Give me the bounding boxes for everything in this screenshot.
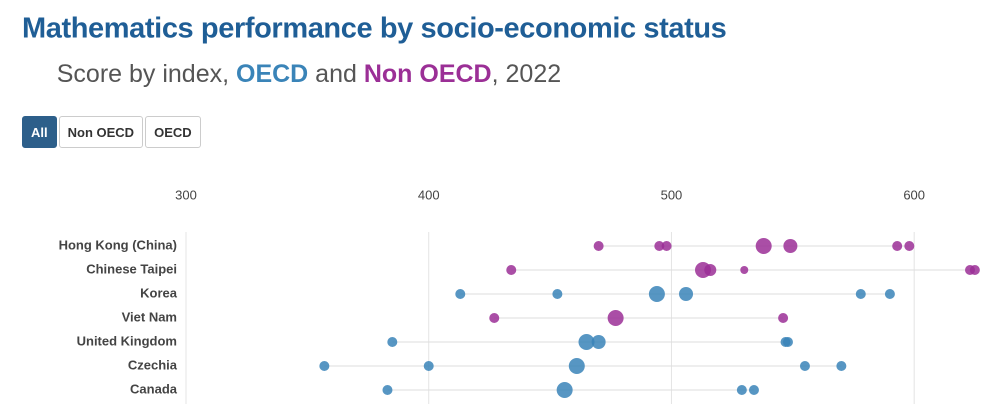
filter-button[interactable]: OECD <box>145 116 201 148</box>
dot <box>568 358 585 374</box>
dot <box>855 289 866 299</box>
filter-button[interactable]: Non OECD <box>58 116 144 148</box>
dot <box>593 241 604 251</box>
dot <box>740 266 749 274</box>
subtitle-text: and <box>308 60 364 88</box>
row-label: Korea <box>140 285 178 300</box>
dot <box>884 289 895 299</box>
dot <box>455 289 466 299</box>
dot <box>704 264 717 276</box>
subtitle-non-oecd: Non OECD <box>364 60 492 88</box>
dot <box>892 241 903 251</box>
filter-button[interactable]: All <box>22 116 57 148</box>
dot <box>782 337 793 347</box>
subtitle-text: , 2022 <box>492 60 562 88</box>
row-label: United Kingdom <box>77 333 177 348</box>
row-label: Canada <box>130 381 178 396</box>
dot <box>591 335 606 349</box>
x-tick-label: 600 <box>903 187 925 202</box>
dot <box>736 385 747 395</box>
dot <box>578 334 595 350</box>
dot <box>679 287 694 301</box>
dot <box>836 361 847 371</box>
dot <box>489 313 500 323</box>
row-label: Czechia <box>128 357 178 372</box>
x-tick-label: 400 <box>418 187 440 202</box>
dot <box>755 238 772 254</box>
dot <box>969 265 980 275</box>
dot <box>648 286 665 302</box>
dot <box>387 337 398 347</box>
chart-title: Mathematics performance by socio-economi… <box>22 13 726 45</box>
dot <box>748 385 759 395</box>
dot <box>382 385 393 395</box>
dot <box>556 382 573 398</box>
dot <box>904 241 915 251</box>
row-label: Viet Nam <box>122 309 177 324</box>
dot <box>799 361 810 371</box>
subtitle-oecd: OECD <box>236 60 308 88</box>
chart-subtitle: Score by index, OECD and Non OECD, 2022 <box>22 60 582 88</box>
dot <box>778 313 789 323</box>
x-tick-label: 500 <box>661 187 683 202</box>
x-tick-label: 300 <box>175 187 197 202</box>
dot <box>423 361 434 371</box>
subtitle-text: Score by index, <box>57 60 236 88</box>
dot <box>319 361 330 371</box>
row-label: Hong Kong (China) <box>59 237 177 252</box>
dot <box>654 241 665 251</box>
filter-group: All Non OECD OECD <box>22 116 201 148</box>
dot <box>506 265 517 275</box>
dot <box>552 289 563 299</box>
dot <box>661 241 672 251</box>
row-label: Chinese Taipei <box>86 261 177 276</box>
dot <box>607 310 624 326</box>
dot <box>783 239 798 253</box>
